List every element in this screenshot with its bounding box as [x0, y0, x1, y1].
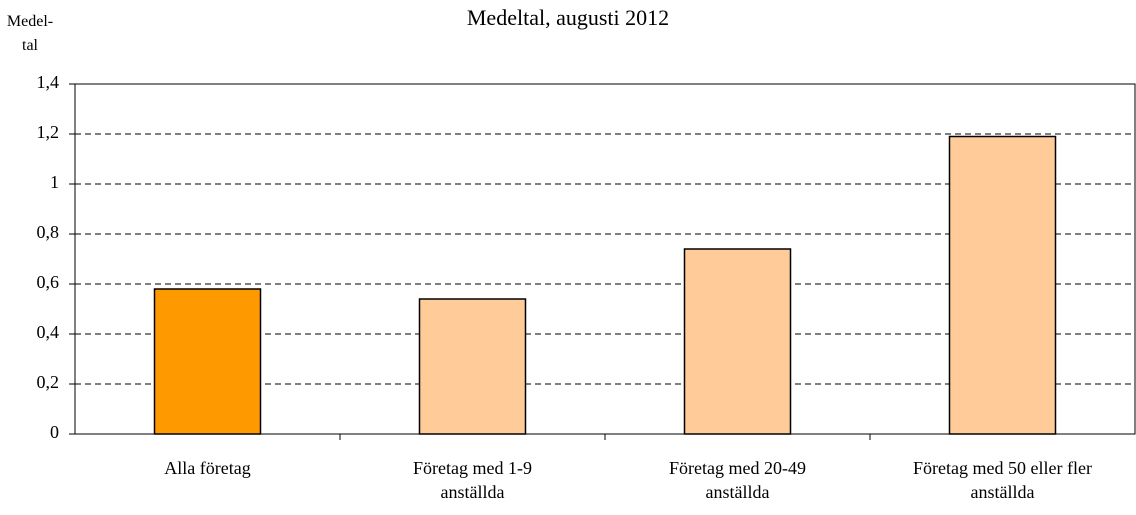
y-tick-label: 0,2	[37, 372, 60, 392]
y-tick-label: 0,8	[37, 222, 60, 242]
y-axis-label-box: Medel- tal	[6, 13, 54, 54]
x-tick-label: Företag med 50 eller fler anställda	[913, 458, 1092, 502]
x-tick-label-box: Företag med 1-9 anställda	[413, 458, 532, 502]
y-tick-label: 1	[50, 172, 59, 192]
bar	[153, 288, 262, 435]
x-tick-label-box: Företag med 20-49 anställda	[669, 458, 806, 502]
x-tick-label: Företag med 20-49 anställda	[669, 458, 806, 502]
y-axis-label: Medel- tal	[6, 13, 54, 54]
y-tick-label: 1,2	[37, 122, 60, 142]
y-tick-label: 0	[50, 422, 59, 442]
bar	[683, 248, 792, 435]
bar	[418, 298, 527, 435]
y-tick-label: 1,4	[37, 72, 60, 92]
x-tick-label: Alla företag	[164, 458, 251, 478]
chart-title: Medeltal, augusti 2012	[467, 5, 669, 30]
bar	[948, 135, 1057, 435]
x-tick-label: Företag med 1-9 anställda	[413, 458, 532, 502]
x-tick-label-box: Alla företag	[164, 458, 251, 478]
y-tick-label: 0,4	[37, 322, 60, 342]
y-tick-label: 0,6	[37, 272, 60, 292]
x-tick-label-box: Företag med 50 eller fler anställda	[913, 458, 1092, 502]
